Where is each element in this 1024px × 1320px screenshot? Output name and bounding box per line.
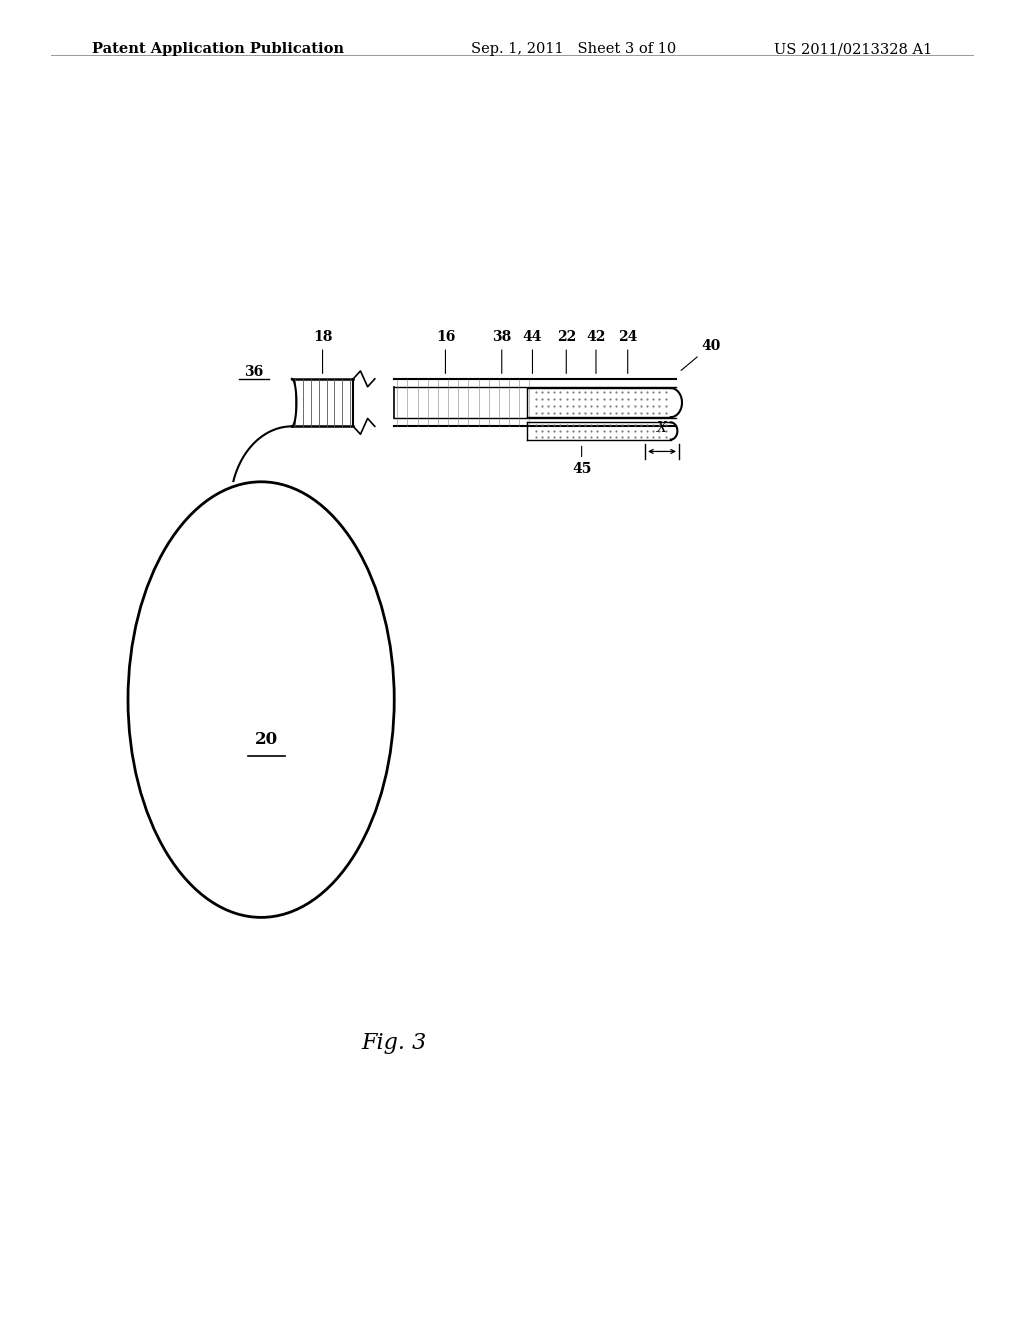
Text: Fig. 3: Fig. 3 [361,1032,427,1053]
Text: 24: 24 [618,330,637,343]
Text: 45: 45 [572,462,591,475]
Text: 42: 42 [587,330,605,343]
Text: 16: 16 [436,330,455,343]
Text: US 2011/0213328 A1: US 2011/0213328 A1 [773,42,932,57]
Text: 44: 44 [522,330,543,343]
Text: 38: 38 [493,330,511,343]
Text: 18: 18 [313,330,332,343]
Text: 20: 20 [255,731,278,747]
Text: 40: 40 [701,339,721,352]
Text: Patent Application Publication: Patent Application Publication [92,42,344,57]
Text: 36: 36 [245,366,263,379]
Text: X: X [657,421,667,434]
Text: Sep. 1, 2011   Sheet 3 of 10: Sep. 1, 2011 Sheet 3 of 10 [471,42,676,57]
Text: 22: 22 [557,330,575,343]
